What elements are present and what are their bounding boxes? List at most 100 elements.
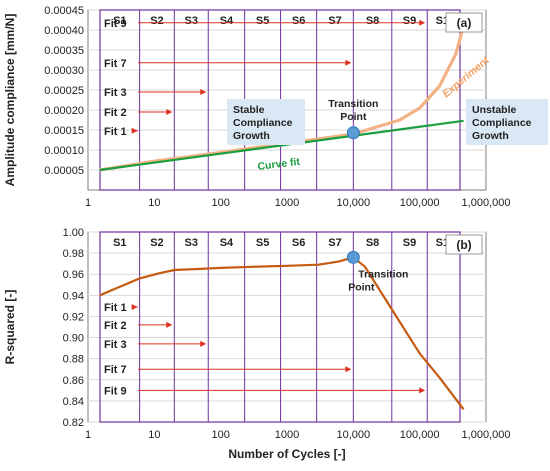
y-tick-label: 0.00010 (44, 145, 84, 157)
segment-label: S3 (185, 237, 198, 249)
segment-label: S3 (185, 15, 198, 27)
segment-label: S4 (220, 15, 234, 27)
transition-label: Point (340, 111, 367, 123)
x-tick-label: 100,000 (400, 429, 440, 441)
y-tick-label: 0.82 (63, 417, 84, 429)
y-tick-label: 0.00025 (44, 85, 84, 97)
x-tick-label: 10 (148, 197, 160, 209)
y-tick-label: 0.84 (63, 396, 84, 408)
stable-box (227, 99, 305, 145)
stable-growth-label: Growth (233, 130, 270, 142)
fit-arrowhead (131, 127, 138, 134)
y-tick-label: 0.00035 (44, 45, 84, 57)
stable-growth-label: Stable (233, 104, 265, 116)
fit-arrowhead (345, 366, 352, 373)
transition-label: Point (348, 281, 375, 293)
transition-point-marker (346, 250, 360, 264)
fit-label: Fit 2 (104, 107, 127, 119)
series-line (99, 119, 464, 172)
segment-label: S5 (256, 15, 269, 27)
segment-label: S6 (292, 237, 305, 249)
segment-label: S8 (366, 237, 379, 249)
segment-box (99, 9, 461, 191)
transition-label: Transition (358, 268, 408, 280)
stable-growth-label: Compliance (233, 117, 293, 129)
x-tick-label: 1 (85, 429, 91, 441)
y-tick-label: 0.98 (63, 248, 84, 260)
fit-label: Fit 7 (104, 58, 127, 70)
segment-label: S2 (150, 15, 163, 27)
segment-label: S1 (113, 237, 126, 249)
fit-label: Fit 1 (104, 302, 127, 314)
segment-label: S6 (292, 15, 305, 27)
x-tick-label: 10,000 (337, 429, 371, 441)
segment-label: S4 (220, 237, 234, 249)
unstable-growth-label: Compliance (472, 117, 532, 129)
panel-label-box (445, 234, 483, 255)
series-line (99, 256, 465, 410)
transition-label: Transition (328, 98, 378, 110)
fit-arrowhead (200, 89, 207, 95)
segment-label: S9 (403, 237, 416, 249)
segment-label: S8 (366, 15, 379, 27)
fit-label: Fit 7 (104, 364, 127, 376)
segment-label: S7 (328, 15, 341, 27)
fit-arrowhead (419, 19, 426, 26)
y-tick-label: 0.00005 (44, 165, 84, 177)
panel-a: S1 S2 S3 S4 S5 S6 S7 S8 S9 S100.000050.000100.000… (3, 5, 548, 209)
y-tick-label: 0.92 (63, 311, 84, 323)
fit-arrowhead (345, 59, 352, 66)
series-line (99, 25, 466, 172)
x-tick-label: 100,000 (400, 197, 440, 209)
segment-label: S2 (150, 237, 163, 249)
x-tick-label: 100 (211, 429, 229, 441)
y-tick-label: 0.00045 (44, 5, 84, 17)
y-tick-label: 0.00040 (44, 25, 84, 37)
panel-label-box (445, 12, 483, 33)
x-tick-label: 10 (148, 429, 160, 441)
segment-box (99, 231, 461, 423)
y-tick-label: 0.94 (63, 290, 84, 302)
y-tick-label: 0.96 (63, 269, 84, 281)
fit-label: Fit 1 (104, 126, 127, 138)
fit-arrowhead (166, 321, 173, 328)
segment-label: S1 (113, 15, 126, 27)
x-tick-label: 1,000,000 (462, 429, 511, 441)
y-tick-label: 0.00030 (44, 65, 84, 77)
fit-label: Fit 3 (104, 339, 127, 351)
x-tick-label: 1 (85, 197, 91, 209)
panel-label: (a) (457, 16, 472, 30)
y-tick-label: 0.88 (63, 354, 84, 366)
fit-label: Fit 3 (104, 87, 127, 99)
y-tick-label: 0.00015 (44, 125, 84, 137)
fit-label: Fit 2 (104, 320, 127, 332)
x-tick-label: 1000 (275, 197, 299, 209)
transition-point-marker (346, 126, 360, 140)
segment-label: S5 (256, 237, 269, 249)
x-tick-label: 1000 (275, 429, 299, 441)
segment-label: S7 (328, 237, 341, 249)
fit-arrowhead (419, 387, 426, 394)
plot-frame (87, 231, 487, 423)
x-axis-title: Number of Cycles [-] (228, 447, 345, 461)
y-tick-label: 1.00 (63, 227, 84, 239)
panel-b: S1 S2 S3 S4 S5 S6 S7 S8 S9 S100.820.840.860.880.9… (3, 227, 510, 441)
y-axis-title: R-squared [-] (3, 290, 17, 365)
series-label-curve-fit: Curve fit (257, 156, 301, 173)
x-tick-label: 1,000,000 (462, 197, 511, 209)
unstable-growth-label: Growth (472, 130, 509, 142)
fit-arrowhead (131, 303, 138, 310)
y-tick-label: 0.86 (63, 375, 84, 387)
unstable-growth-label: Unstable (472, 104, 517, 116)
segment-label: S9 (403, 15, 416, 27)
unstable-box (466, 99, 548, 145)
x-tick-label: 10,000 (337, 197, 371, 209)
fit-arrowhead (166, 109, 173, 115)
y-tick-label: 0.90 (63, 333, 84, 345)
fit-arrowhead (200, 340, 207, 347)
x-tick-label: 100 (211, 197, 229, 209)
y-axis-title: Amplitude compliance [mm/N] (3, 14, 17, 187)
panel-label: (b) (456, 238, 471, 252)
y-tick-label: 0.00020 (44, 105, 84, 117)
